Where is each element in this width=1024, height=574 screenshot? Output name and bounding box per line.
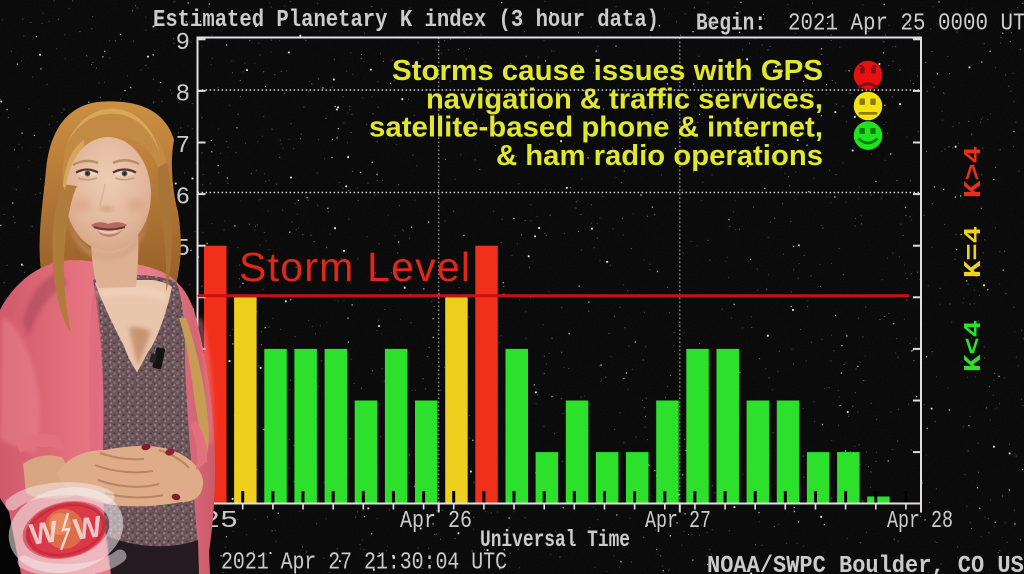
svg-text:9: 9 (176, 30, 190, 57)
svg-text:NOAA/SWPC Boulder, CO USA: NOAA/SWPC Boulder, CO USA (707, 553, 1024, 574)
svg-text:navigation & traffic services,: navigation & traffic services, (426, 83, 823, 115)
svg-text:Estimated Planetary K index (3: Estimated Planetary K index (3 hour data… (153, 7, 659, 34)
svg-text:& ham radio operations: & ham radio operations (496, 140, 823, 172)
svg-text:Storms cause issues with GPS: Storms cause issues with GPS (392, 55, 823, 87)
svg-text:7: 7 (176, 133, 190, 160)
svg-text:W: W (27, 515, 60, 552)
svg-text:Storm Level: Storm Level (239, 244, 470, 290)
svg-text:Begin:: Begin: (696, 11, 766, 38)
svg-text:K=4: K=4 (961, 226, 988, 278)
svg-text:K>4: K>4 (961, 146, 988, 198)
svg-text:Universal Time: Universal Time (480, 527, 630, 553)
svg-text:W: W (71, 510, 104, 547)
svg-text:2021 Apr 25 0000 UTC: 2021 Apr 25 0000 UTC (788, 11, 1024, 38)
svg-text:K<4: K<4 (961, 320, 988, 372)
svg-text:2021 Apr 27 21:30:04 UTC: 2021 Apr 27 21:30:04 UTC (221, 550, 507, 574)
svg-text:Apr 26: Apr 26 (400, 508, 472, 535)
svg-text:Apr 27: Apr 27 (645, 508, 711, 535)
svg-text:Apr 28: Apr 28 (887, 508, 953, 535)
svg-text:6: 6 (176, 185, 190, 212)
svg-text:satellite-based phone & intern: satellite-based phone & internet, (369, 112, 823, 144)
svg-text:8: 8 (176, 81, 190, 108)
